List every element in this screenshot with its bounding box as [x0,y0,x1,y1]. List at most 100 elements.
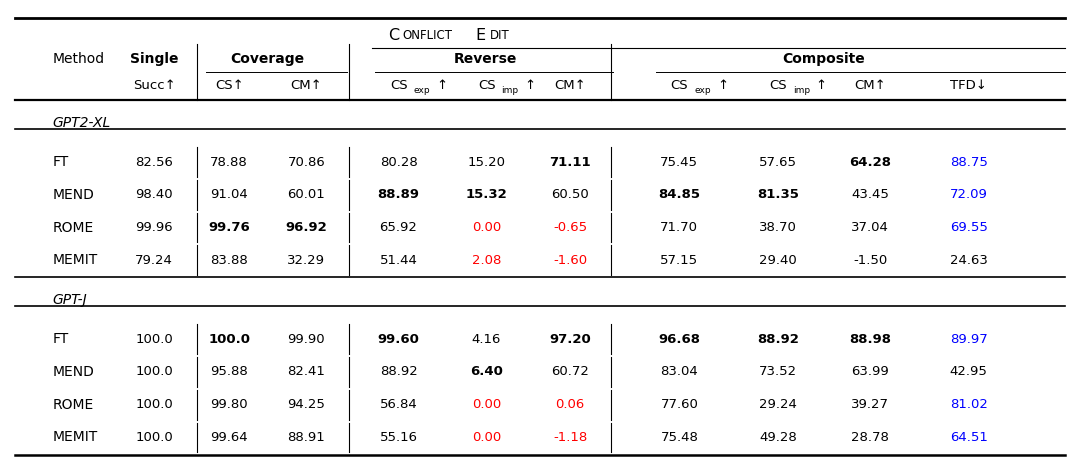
Text: 81.02: 81.02 [949,398,987,411]
Text: ROME: ROME [53,398,94,412]
Text: 2.08: 2.08 [472,254,501,267]
Text: 83.04: 83.04 [661,365,698,378]
Text: 51.44: 51.44 [379,254,418,267]
Text: 43.45: 43.45 [851,188,889,201]
Text: CS: CS [671,79,688,92]
Text: 99.76: 99.76 [208,221,251,234]
Text: 65.92: 65.92 [379,221,418,234]
Text: 37.04: 37.04 [851,221,889,234]
Text: 63.99: 63.99 [851,365,889,378]
Text: 72.09: 72.09 [949,188,987,201]
Text: 29.40: 29.40 [759,254,797,267]
Text: 88.75: 88.75 [949,156,987,169]
Text: Reverse: Reverse [454,53,516,67]
Text: -1.50: -1.50 [853,254,887,267]
Text: 29.24: 29.24 [759,398,797,411]
Text: ↑: ↑ [524,79,535,92]
Text: 60.72: 60.72 [551,365,589,378]
Text: 82.41: 82.41 [287,365,325,378]
Text: -0.65: -0.65 [553,221,588,234]
Text: Coverage: Coverage [231,53,305,67]
Text: 88.98: 88.98 [849,333,891,346]
Text: 0.00: 0.00 [472,221,501,234]
Text: 95.88: 95.88 [211,365,248,378]
Text: 82.56: 82.56 [135,156,173,169]
Text: 88.92: 88.92 [380,365,417,378]
Text: ROME: ROME [53,220,94,235]
Text: 97.20: 97.20 [549,333,591,346]
Text: CS↑: CS↑ [215,79,244,92]
Text: -1.18: -1.18 [553,431,588,444]
Text: 91.04: 91.04 [211,188,248,201]
Text: FT: FT [53,332,69,346]
Text: 28.78: 28.78 [851,431,889,444]
Text: 83.88: 83.88 [211,254,248,267]
Text: 71.11: 71.11 [550,156,591,169]
Text: 100.0: 100.0 [208,333,251,346]
Text: 84.85: 84.85 [659,188,700,201]
Text: exp: exp [694,86,711,96]
Text: 77.60: 77.60 [660,398,699,411]
Text: 80.28: 80.28 [380,156,417,169]
Text: 32.29: 32.29 [287,254,325,267]
Text: 75.48: 75.48 [660,431,699,444]
Text: GPT-J: GPT-J [53,293,87,307]
Text: MEMIT: MEMIT [53,431,97,444]
Text: MEMIT: MEMIT [53,253,97,267]
Text: 99.60: 99.60 [378,333,419,346]
Text: MEND: MEND [53,365,94,379]
Text: 94.25: 94.25 [287,398,325,411]
Text: 42.95: 42.95 [949,365,987,378]
Text: 57.65: 57.65 [759,156,797,169]
Text: 73.52: 73.52 [759,365,797,378]
Text: 69.55: 69.55 [949,221,987,234]
Text: 60.01: 60.01 [287,188,325,201]
Text: DIT: DIT [489,29,510,42]
Text: 55.16: 55.16 [379,431,418,444]
Text: FT: FT [53,155,69,169]
Text: Method: Method [53,53,105,67]
Text: 60.50: 60.50 [551,188,589,201]
Text: 0.00: 0.00 [472,398,501,411]
Text: E: E [475,28,486,43]
Text: imp: imp [501,86,518,96]
Text: exp: exp [414,86,430,96]
Text: 100.0: 100.0 [135,398,173,411]
Text: 24.63: 24.63 [949,254,987,267]
Text: 6.40: 6.40 [470,365,503,378]
Text: 88.89: 88.89 [378,188,419,201]
Text: 98.40: 98.40 [135,188,173,201]
Text: 78.88: 78.88 [211,156,248,169]
Text: Succ↑: Succ↑ [133,79,176,92]
Text: ↑: ↑ [717,79,728,92]
Text: 0.06: 0.06 [555,398,584,411]
Text: 96.68: 96.68 [659,333,700,346]
Text: CM↑: CM↑ [854,79,886,92]
Text: 79.24: 79.24 [135,254,173,267]
Text: CM↑: CM↑ [291,79,322,92]
Text: 99.96: 99.96 [135,221,173,234]
Text: 81.35: 81.35 [757,188,799,201]
Text: CM↑: CM↑ [554,79,585,92]
Text: 39.27: 39.27 [851,398,889,411]
Text: 100.0: 100.0 [135,431,173,444]
Text: 49.28: 49.28 [759,431,797,444]
Text: 100.0: 100.0 [135,333,173,346]
Text: CS: CS [769,79,787,92]
Text: 15.32: 15.32 [465,188,508,201]
Text: 71.70: 71.70 [660,221,699,234]
Text: 38.70: 38.70 [759,221,797,234]
Text: Composite: Composite [783,53,865,67]
Text: TFD↓: TFD↓ [950,79,987,92]
Text: 89.97: 89.97 [949,333,987,346]
Text: 88.91: 88.91 [287,431,325,444]
Text: 100.0: 100.0 [135,365,173,378]
Text: MEND: MEND [53,188,94,202]
Text: 99.80: 99.80 [211,398,248,411]
Text: ↑: ↑ [436,79,447,92]
Text: ↑: ↑ [815,79,826,92]
Text: 64.28: 64.28 [849,156,891,169]
Text: C: C [388,28,399,43]
Text: Single: Single [130,53,178,67]
Text: 99.64: 99.64 [211,431,248,444]
